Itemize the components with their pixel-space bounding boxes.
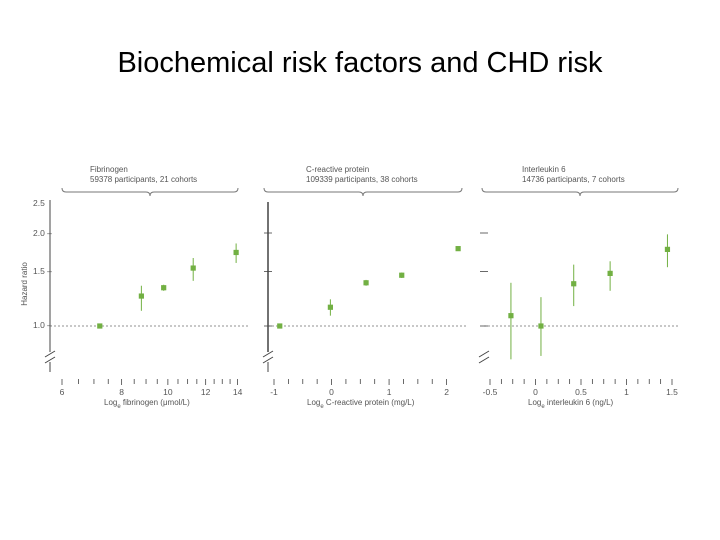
data-point [399,272,405,278]
chart-marks: 6 8 10 12 14 -1 0 1 2 -0.5 0 0.5 1 1.5 [50,232,680,397]
axis-break [44,356,56,364]
data-point [538,323,544,329]
x-tick-label: 1.5 [666,387,678,397]
data-point [455,246,461,252]
x-tick-label: 0 [329,387,334,397]
data-point [161,285,167,291]
axis-break [478,356,490,364]
data-point [138,293,144,299]
x-tick-label: 14 [233,387,243,397]
y-tick-label: 1.0 – [33,320,52,330]
data-point [571,281,577,287]
panel-subtitle: 14736 participants, 7 cohorts [522,175,625,184]
axis-break [262,356,274,364]
axis-break [478,350,490,358]
panel-fibrinogen: Fibrinogen 59378 participants, 21 cohort… [44,165,239,410]
x-tick-label: -0.5 [483,387,498,397]
panel-interleukin-6: Interleukin 6 14736 participants, 7 coho… [478,165,679,410]
panel-brace [263,187,463,197]
data-point [190,265,196,271]
x-tick-label: 2 [444,387,449,397]
panel-brace [61,187,239,197]
x-axis-label: Loge interleukin 6 (ng/L) [528,398,614,410]
panel-brace [481,187,679,197]
x-tick-label: 0.5 [575,387,587,397]
data-point [363,280,369,286]
panel-title: Fibrinogen [90,165,128,174]
x-tick-label: 8 [119,387,124,397]
data-point [277,323,283,329]
data-point [97,323,103,329]
x-tick-label: 1 [624,387,629,397]
y-tick-label: 2.0 – [33,228,52,238]
x-tick-label: 12 [201,387,211,397]
x-tick-label: 10 [163,387,173,397]
panel-title: C-reactive protein [306,165,369,174]
panel-c-reactive-protein: C-reactive protein 109339 participants, … [262,165,463,410]
panel-subtitle: 59378 participants, 21 cohorts [90,175,197,184]
x-tick-label: 6 [60,387,65,397]
x-tick-label: -1 [270,387,278,397]
panel-subtitle: 109339 participants, 38 cohorts [306,175,418,184]
x-axis-label: Loge C-reactive protein (mg/L) [307,398,415,410]
panel-title: Interleukin 6 [522,165,566,174]
data-point [607,270,613,276]
axis-break [44,350,56,358]
data-point [508,313,514,319]
data-point [233,249,239,256]
data-point [664,246,671,252]
x-axis-label: Loge fibrinogen (μmol/L) [104,398,190,410]
slide-title: Biochemical risk factors and CHD risk [117,47,603,79]
y-tick-label: 2.5 [33,198,45,208]
x-tick-label: 0 [533,387,538,397]
axis-break [262,350,274,358]
y-tick-label: 1.5 – [33,266,52,276]
x-tick-label: 1 [387,387,392,397]
data-point [327,304,333,310]
y-axis-label: Hazard ratio [20,262,29,306]
